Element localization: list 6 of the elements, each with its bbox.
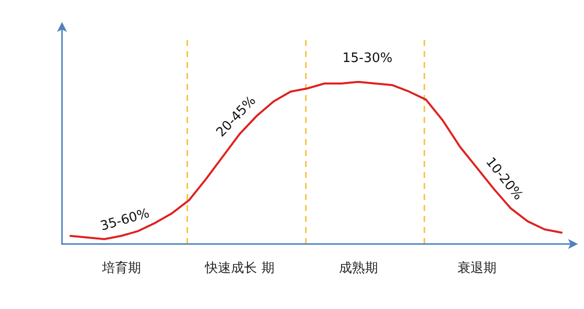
x-tick-label: 成熟期 [338, 261, 378, 276]
text: 15-30% [342, 51, 392, 66]
x-tick-label: 培育期 [100, 260, 141, 276]
x-tick-label: 衰退期 [457, 260, 496, 276]
x-tick-label: 快速成长 期 [204, 261, 274, 276]
annotation: 35-60% [98, 206, 152, 234]
